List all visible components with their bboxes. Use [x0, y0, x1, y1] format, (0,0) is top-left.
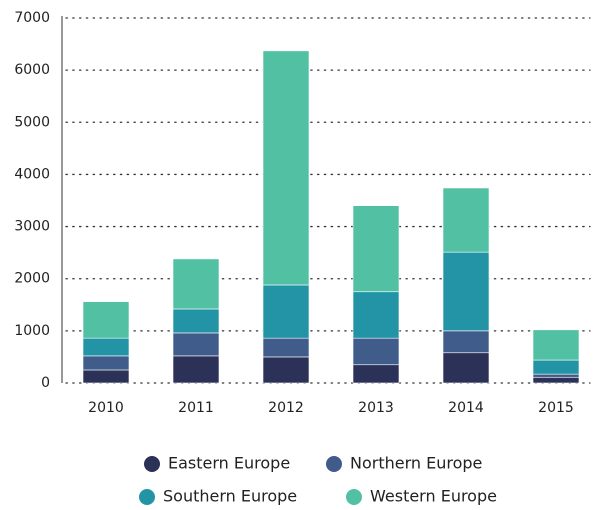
- x-tick-label: 2015: [538, 400, 574, 416]
- legend-marker: [144, 456, 160, 472]
- bar-segment: [532, 376, 580, 384]
- bar-segment: [352, 291, 400, 339]
- bar-segment: [352, 205, 400, 293]
- bar-segment: [442, 352, 490, 384]
- y-tick-label: 2000: [14, 271, 50, 287]
- bar-segment: [82, 337, 130, 357]
- x-tick-label: 2012: [268, 400, 304, 416]
- bar-segment: [82, 369, 130, 384]
- x-tick-label: 2013: [358, 400, 394, 416]
- bar-segment: [172, 308, 220, 334]
- y-tick-label: 3000: [14, 219, 50, 235]
- x-tick-label: 2011: [178, 400, 214, 416]
- legend: Eastern Europe Northern Europe Southern Eu…: [139, 454, 497, 506]
- bar-segment: [82, 301, 130, 339]
- bar-segment: [352, 337, 400, 366]
- legend-marker: [346, 489, 362, 505]
- y-tick-label: 1000: [14, 323, 50, 339]
- legend-marker: [326, 456, 342, 472]
- y-tick-label: 4000: [14, 166, 50, 182]
- x-tick-label: 2014: [448, 400, 484, 416]
- bar-segment: [262, 284, 310, 339]
- bar-segment: [532, 359, 580, 375]
- legend-label: Western Europe: [370, 487, 497, 506]
- bar-segment: [172, 258, 220, 310]
- bar-segment: [532, 373, 580, 378]
- bar-segment: [262, 337, 310, 358]
- bar-segment: [442, 330, 490, 354]
- legend-marker: [139, 489, 155, 505]
- bar-segment: [172, 332, 220, 357]
- bar-segment: [262, 50, 310, 286]
- y-tick-label: 6000: [14, 62, 50, 78]
- bar-segment: [352, 364, 400, 384]
- legend-label: Northern Europe: [350, 454, 482, 473]
- legend-label: Eastern Europe: [168, 454, 290, 473]
- bar-segment: [82, 355, 130, 371]
- bar-segment: [532, 329, 580, 361]
- x-tick-label: 2010: [88, 400, 124, 416]
- bar-segment: [442, 187, 490, 253]
- legend-label: Southern Europe: [163, 487, 297, 506]
- y-tick-label: 7000: [14, 10, 50, 26]
- y-tick-label: 5000: [14, 114, 50, 130]
- y-tick-label: 0: [41, 375, 50, 391]
- bar-segment: [262, 356, 310, 384]
- bar-segment: [172, 355, 220, 384]
- bar-segment: [442, 251, 490, 332]
